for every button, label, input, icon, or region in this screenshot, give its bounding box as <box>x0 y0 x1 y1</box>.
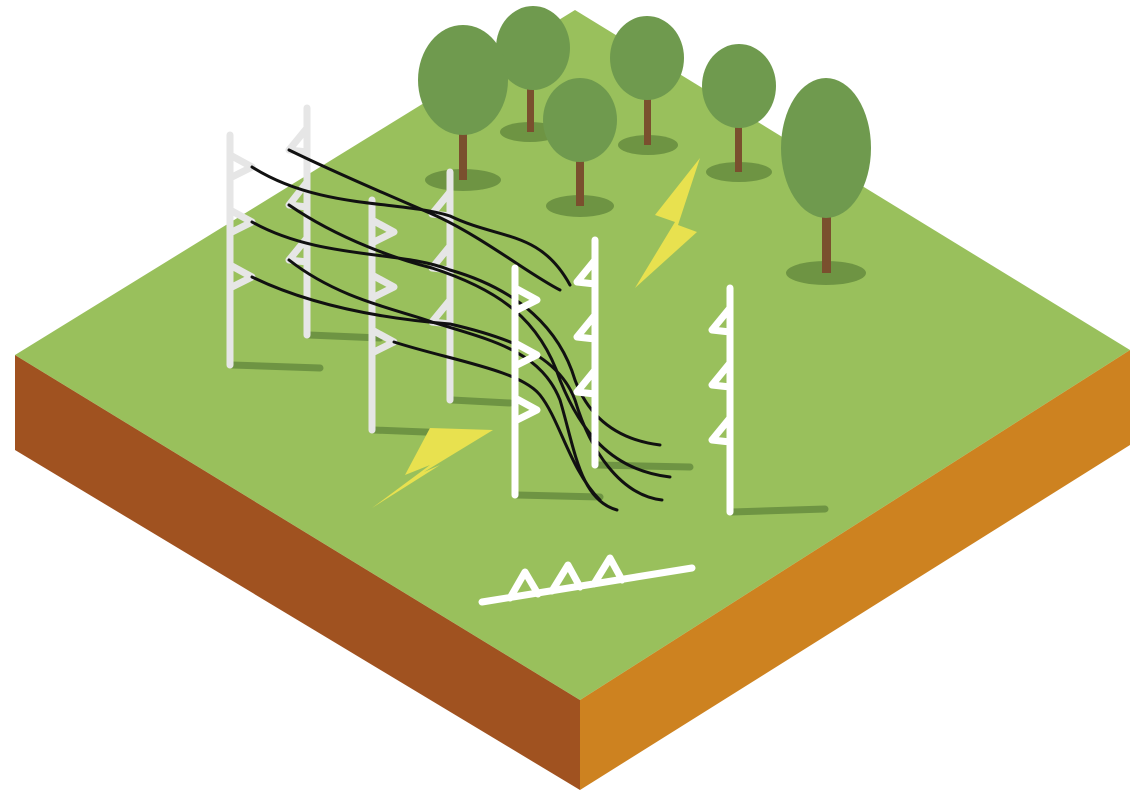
poles-front <box>478 236 734 606</box>
lightning <box>635 158 700 288</box>
wires <box>250 148 672 512</box>
block-left-side <box>15 355 580 790</box>
pole-shadows <box>228 331 829 516</box>
lightning <box>372 428 493 508</box>
trees <box>418 6 871 285</box>
block-right-side <box>580 350 1130 790</box>
